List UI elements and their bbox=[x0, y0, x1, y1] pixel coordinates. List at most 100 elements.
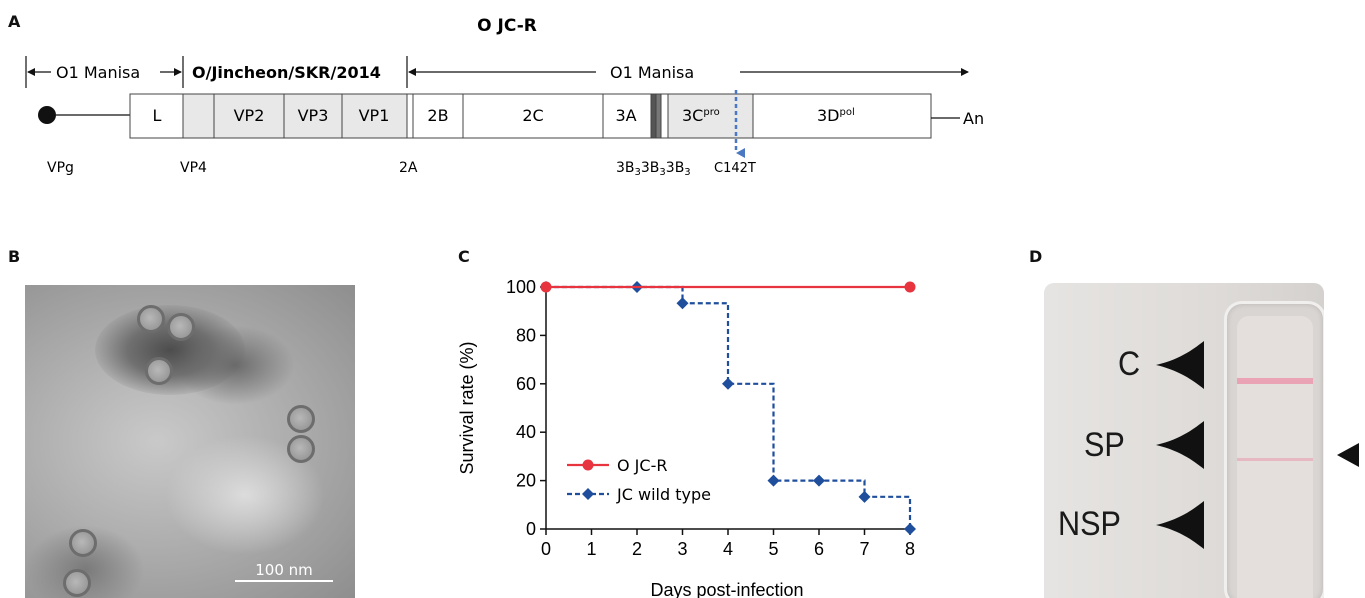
virus-particle bbox=[287, 435, 315, 463]
y-tick-label: 0 bbox=[526, 519, 536, 539]
segment-3c bbox=[667, 93, 754, 139]
y-tick-label: 100 bbox=[506, 277, 536, 297]
x-tick-label: 7 bbox=[859, 539, 869, 559]
2a-label: 2A bbox=[399, 160, 418, 176]
segment-3d-superscript: pol bbox=[840, 107, 855, 118]
region-middle-label: O/Jincheon/SKR/2014 bbox=[192, 63, 381, 82]
chart-axes: 0 20 40 60 80 100 0 1 2 3 4 5 6 7 8 bbox=[506, 277, 915, 559]
virus-particle bbox=[167, 313, 195, 341]
scale-bar-label: 100 nm bbox=[255, 561, 313, 579]
strip-label-sp: SP bbox=[1084, 426, 1125, 464]
segment-3b-1 bbox=[650, 93, 657, 139]
panel-d-letter: D bbox=[1029, 247, 1043, 266]
x-tick-label: 1 bbox=[586, 539, 596, 559]
data-point bbox=[858, 490, 871, 503]
legend-label: O JC-R bbox=[617, 456, 667, 475]
vpg-dot bbox=[38, 106, 56, 124]
segment-3c-label: 3C bbox=[682, 106, 703, 125]
segment-2b bbox=[412, 93, 464, 139]
data-point bbox=[767, 474, 780, 487]
data-point bbox=[676, 297, 689, 310]
y-tick-label: 80 bbox=[516, 325, 536, 345]
segment-3d-label: 3D bbox=[817, 106, 840, 125]
data-point bbox=[813, 474, 825, 487]
data-point bbox=[904, 523, 916, 535]
segment-vp2-label: VP2 bbox=[234, 106, 265, 125]
y-tick-label: 60 bbox=[516, 374, 536, 394]
construct-title: O JC-R bbox=[477, 16, 537, 36]
legend-label: JC wild type bbox=[616, 485, 711, 504]
strip-label-c: C bbox=[1118, 345, 1141, 383]
x-tick-label: 8 bbox=[905, 539, 915, 559]
chart-legend: O JC-R JC wild type bbox=[567, 456, 711, 504]
x-tick-label: 5 bbox=[768, 539, 778, 559]
virus-particle bbox=[63, 569, 91, 597]
panel-b-letter: B bbox=[8, 247, 21, 266]
svg-text:3Cpro: 3Cpro bbox=[682, 106, 720, 125]
legend-marker bbox=[582, 488, 594, 500]
3b-label: 3B33B33B3 bbox=[616, 160, 691, 178]
segment-l-label: L bbox=[153, 106, 162, 125]
genome-diagram: O JC-R O1 Manisa O/Jincheon/SKR/2014 O1 … bbox=[25, 16, 984, 178]
x-tick-label: 0 bbox=[541, 539, 551, 559]
test-strip-photo: C SP NSP bbox=[1044, 283, 1324, 598]
segment-2a bbox=[406, 93, 414, 139]
strip-membrane bbox=[1237, 316, 1313, 598]
sp-band bbox=[1237, 458, 1313, 461]
strip-window bbox=[1224, 301, 1324, 598]
segment-2c bbox=[462, 93, 604, 139]
scale-bar bbox=[235, 580, 333, 582]
arrowhead-sp bbox=[1156, 421, 1204, 469]
segment-2c-label: 2C bbox=[522, 106, 543, 125]
segment-3b-3 bbox=[660, 93, 669, 139]
y-axis-label: Survival rate (%) bbox=[457, 341, 477, 474]
y-tick-label: 40 bbox=[516, 422, 536, 442]
segment-3c-superscript: pro bbox=[703, 107, 719, 118]
segment-2b-label: 2B bbox=[427, 106, 448, 125]
region-right-label: O1 Manisa bbox=[610, 63, 694, 82]
mutation-label: C142T bbox=[714, 161, 756, 176]
segment-3a bbox=[602, 93, 652, 139]
sp-indicator-arrow bbox=[1337, 443, 1359, 467]
control-band bbox=[1237, 378, 1313, 384]
stain-cluster bbox=[175, 325, 295, 405]
x-tick-label: 4 bbox=[723, 539, 733, 559]
survival-chart: 0 20 40 60 80 100 0 1 2 3 4 5 6 7 8 O JC-R JC wild type… bbox=[457, 277, 916, 598]
panel-c-letter: C bbox=[458, 247, 470, 266]
segment-3a-label: 3A bbox=[615, 106, 636, 125]
data-point bbox=[722, 377, 734, 390]
strip-arrowheads bbox=[1156, 341, 1204, 549]
x-tick-label: 2 bbox=[632, 539, 642, 559]
segment-vp2 bbox=[213, 93, 285, 139]
panel-a-letter: A bbox=[8, 12, 21, 31]
region-left-label: O1 Manisa bbox=[56, 63, 140, 82]
virus-particle bbox=[287, 405, 315, 433]
electron-micrograph bbox=[25, 285, 355, 598]
segment-vp1 bbox=[341, 93, 408, 139]
strip-label-nsp: NSP bbox=[1058, 505, 1121, 543]
segment-vp3 bbox=[283, 93, 343, 139]
svg-text:3Dpol: 3Dpol bbox=[817, 106, 855, 125]
vpg-label: VPg bbox=[47, 160, 74, 176]
x-tick-label: 6 bbox=[814, 539, 824, 559]
segment-3b-2 bbox=[655, 93, 662, 139]
polyprotein bbox=[129, 93, 932, 139]
data-point bbox=[540, 281, 552, 293]
segment-vp4 bbox=[182, 93, 215, 139]
segment-3d bbox=[752, 93, 932, 139]
y-tick-label: 20 bbox=[516, 471, 536, 491]
legend-marker bbox=[582, 459, 594, 471]
virus-particle bbox=[69, 529, 97, 557]
poly-a-label: An bbox=[963, 109, 984, 128]
vp4-label: VP4 bbox=[180, 160, 207, 176]
data-point bbox=[904, 281, 916, 293]
x-axis-label: Days post-infection bbox=[650, 580, 803, 598]
segment-vp1-label: VP1 bbox=[359, 106, 390, 125]
x-tick-label: 3 bbox=[677, 539, 687, 559]
arrowhead-nsp bbox=[1156, 501, 1204, 549]
virus-particle bbox=[145, 357, 173, 385]
chart-series bbox=[540, 281, 916, 535]
series-line bbox=[546, 285, 912, 529]
arrowhead-c bbox=[1156, 341, 1204, 389]
virus-particle bbox=[137, 305, 165, 333]
